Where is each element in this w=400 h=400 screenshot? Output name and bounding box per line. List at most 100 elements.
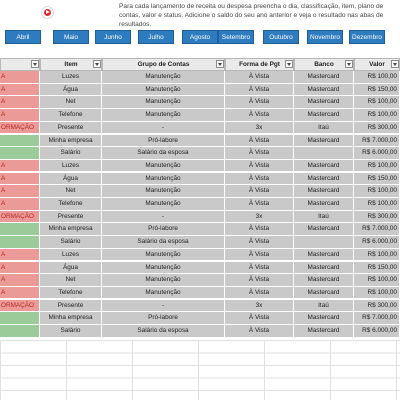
valor-cell[interactable]: R$ 6.000,00 xyxy=(354,325,400,338)
banco-cell[interactable]: Mastercard xyxy=(294,198,354,211)
grupo-cell[interactable]: Pró-labore xyxy=(102,134,225,147)
status-cell[interactable]: A xyxy=(0,96,40,109)
grupo-cell[interactable]: Manutenção xyxy=(102,96,225,109)
valor-cell[interactable]: R$ 100,00 xyxy=(354,248,400,262)
valor-cell[interactable]: R$ 150,00 xyxy=(354,261,400,274)
banco-cell[interactable]: Mastercard xyxy=(294,312,354,325)
status-cell[interactable] xyxy=(0,325,40,338)
status-cell[interactable]: A xyxy=(0,172,40,186)
item-cell[interactable]: Presente xyxy=(40,210,102,224)
banco-cell[interactable]: Mastercard xyxy=(294,96,354,109)
item-cell[interactable]: Salário xyxy=(40,325,102,338)
month-tab-novembro[interactable]: Novembro xyxy=(307,30,343,44)
valor-cell[interactable]: R$ 6.000,00 xyxy=(354,236,400,249)
valor-cell[interactable]: R$ 100,00 xyxy=(354,274,400,287)
grupo-cell[interactable]: Salário da esposa xyxy=(102,325,225,338)
valor-cell[interactable]: R$ 100,00 xyxy=(354,286,400,300)
status-cell[interactable]: ORMAÇÃO xyxy=(0,210,40,224)
banco-cell[interactable]: Itaú xyxy=(294,210,354,224)
play-circle-icon[interactable] xyxy=(41,6,54,19)
banco-cell[interactable]: Mastercard xyxy=(294,248,354,262)
valor-cell[interactable]: R$ 100,00 xyxy=(354,109,400,122)
forma-pgt-cell[interactable]: À Vista xyxy=(225,223,294,236)
forma-pgt-cell[interactable]: À Vista xyxy=(225,147,294,160)
month-tab-abril[interactable]: Abril xyxy=(5,30,41,44)
item-cell[interactable]: Minha empresa xyxy=(40,134,102,147)
forma-pgt-cell[interactable]: À Vista xyxy=(225,134,294,147)
forma-pgt-cell[interactable]: 3x xyxy=(225,121,294,135)
item-cell[interactable]: Minha empresa xyxy=(40,312,102,325)
banco-cell[interactable]: Mastercard xyxy=(294,134,354,147)
valor-cell[interactable]: R$ 7.000,00 xyxy=(354,134,400,147)
month-tab-dezembro[interactable]: Dezembro xyxy=(349,30,385,44)
status-cell[interactable]: A xyxy=(0,159,40,173)
month-tab-outubro[interactable]: Outubro xyxy=(263,30,299,44)
forma-pgt-cell[interactable]: À Vista xyxy=(225,236,294,249)
banco-cell[interactable]: Mastercard xyxy=(294,83,354,97)
valor-cell[interactable]: R$ 100,00 xyxy=(354,71,400,84)
status-cell[interactable]: A xyxy=(0,185,40,198)
status-cell[interactable]: A xyxy=(0,71,40,84)
status-cell[interactable] xyxy=(0,312,40,325)
status-cell[interactable]: A xyxy=(0,109,40,122)
item-cell[interactable]: Net xyxy=(40,274,102,287)
status-cell[interactable]: A xyxy=(0,83,40,97)
item-cell[interactable]: Telefone xyxy=(40,286,102,300)
item-cell[interactable]: Água xyxy=(40,261,102,274)
grupo-cell[interactable]: Manutenção xyxy=(102,159,225,173)
grupo-cell[interactable]: Manutenção xyxy=(102,71,225,84)
filter-dropdown-icon[interactable] xyxy=(345,60,353,68)
grupo-cell[interactable]: - xyxy=(102,210,225,224)
grupo-cell[interactable]: Pró-labore xyxy=(102,223,225,236)
grupo-cell[interactable]: Pró-labore xyxy=(102,312,225,325)
forma-pgt-cell[interactable]: À Vista xyxy=(225,312,294,325)
item-cell[interactable]: Luzes xyxy=(40,248,102,262)
status-cell[interactable] xyxy=(0,134,40,147)
item-cell[interactable]: Telefone xyxy=(40,198,102,211)
forma-pgt-cell[interactable]: À Vista xyxy=(225,83,294,97)
month-tab-junho[interactable]: Junho xyxy=(95,30,131,44)
valor-cell[interactable]: R$ 100,00 xyxy=(354,198,400,211)
forma-pgt-cell[interactable]: À Vista xyxy=(225,96,294,109)
grupo-cell[interactable]: Manutenção xyxy=(102,274,225,287)
valor-cell[interactable]: R$ 7.000,00 xyxy=(354,312,400,325)
banco-cell[interactable]: Mastercard xyxy=(294,223,354,236)
banco-cell[interactable]: Itaú xyxy=(294,121,354,135)
filter-dropdown-icon[interactable] xyxy=(31,60,39,68)
banco-cell[interactable]: Itaú xyxy=(294,299,354,313)
grupo-cell[interactable]: Salário da esposa xyxy=(102,147,225,160)
banco-cell[interactable]: Mastercard xyxy=(294,274,354,287)
status-cell[interactable] xyxy=(0,236,40,249)
forma-pgt-cell[interactable]: À Vista xyxy=(225,325,294,338)
forma-pgt-cell[interactable]: À Vista xyxy=(225,109,294,122)
grupo-cell[interactable]: Salário da esposa xyxy=(102,236,225,249)
forma-pgt-cell[interactable]: À Vista xyxy=(225,248,294,262)
grupo-cell[interactable]: - xyxy=(102,121,225,135)
item-cell[interactable]: Telefone xyxy=(40,109,102,122)
forma-pgt-cell[interactable]: À Vista xyxy=(225,159,294,173)
valor-cell[interactable]: R$ 150,00 xyxy=(354,83,400,97)
forma-pgt-cell[interactable]: À Vista xyxy=(225,261,294,274)
grupo-cell[interactable]: Manutenção xyxy=(102,248,225,262)
forma-pgt-cell[interactable]: 3x xyxy=(225,299,294,313)
valor-cell[interactable]: R$ 100,00 xyxy=(354,185,400,198)
forma-pgt-cell[interactable]: À Vista xyxy=(225,274,294,287)
forma-pgt-cell[interactable]: À Vista xyxy=(225,172,294,186)
valor-cell[interactable]: R$ 100,00 xyxy=(354,96,400,109)
month-tab-maio[interactable]: Maio xyxy=(53,30,89,44)
banco-cell[interactable] xyxy=(294,236,354,249)
item-cell[interactable]: Net xyxy=(40,96,102,109)
month-tab-agosto[interactable]: Agosto xyxy=(182,30,218,44)
item-cell[interactable]: Minha empresa xyxy=(40,223,102,236)
filter-dropdown-icon[interactable] xyxy=(216,60,224,68)
valor-cell[interactable]: R$ 300,00 xyxy=(354,299,400,313)
banco-cell[interactable]: Mastercard xyxy=(294,71,354,84)
month-tab-julho[interactable]: Julho xyxy=(138,30,174,44)
grupo-cell[interactable]: Manutenção xyxy=(102,83,225,97)
grupo-cell[interactable]: Manutenção xyxy=(102,109,225,122)
banco-cell[interactable]: Mastercard xyxy=(294,172,354,186)
banco-cell[interactable]: Mastercard xyxy=(294,261,354,274)
status-cell[interactable]: ORMAÇÃO xyxy=(0,299,40,313)
banco-cell[interactable]: Mastercard xyxy=(294,325,354,338)
forma-pgt-cell[interactable]: À Vista xyxy=(225,71,294,84)
